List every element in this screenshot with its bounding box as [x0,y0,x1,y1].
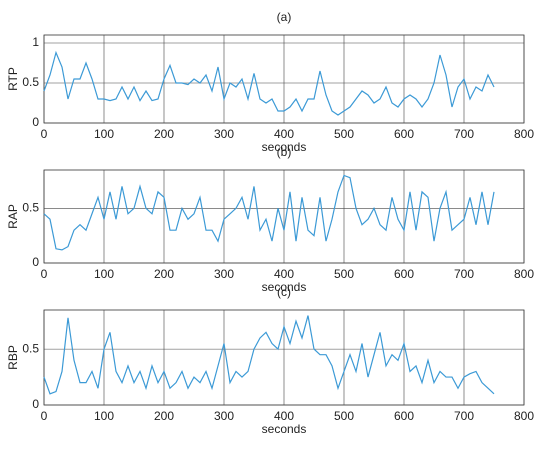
x-tick-label: 100 [94,267,114,281]
x-tick-label: 600 [394,127,414,141]
x-tick-label: 400 [274,267,294,281]
y-tick-label: 0 [32,115,39,129]
x-tick-label: 800 [514,267,534,281]
x-axis-label: seconds [262,140,307,154]
x-tick-label: 800 [514,409,534,423]
y-tick-label: 0 [32,255,39,269]
x-tick-label: 0 [41,127,48,141]
y-axis-label: RBP [6,345,20,370]
x-tick-label: 100 [94,409,114,423]
x-tick-label: 300 [214,127,234,141]
x-tick-label: 400 [274,409,294,423]
y-axis-label: RAP [6,204,20,229]
x-tick-label: 500 [334,409,354,423]
y-tick-label: 0 [32,397,39,411]
x-axis-label: seconds [262,422,307,436]
chart-title: (c) [277,285,291,299]
x-tick-label: 700 [454,409,474,423]
y-axis-label: RTP [6,67,20,91]
x-tick-label: 100 [94,127,114,141]
x-axis-label: seconds [262,280,307,294]
x-tick-label: 700 [454,127,474,141]
x-tick-label: 800 [514,127,534,141]
y-tick-label: 1 [32,35,39,49]
data-line [43,50,495,116]
x-tick-label: 200 [154,409,174,423]
x-tick-label: 700 [454,267,474,281]
x-tick-label: 0 [41,267,48,281]
x-tick-label: 300 [214,267,234,281]
y-tick-label: 0.5 [22,341,39,355]
data-line [43,174,495,251]
x-tick-label: 200 [154,127,174,141]
x-tick-label: 500 [334,267,354,281]
chart-title: (b) [277,145,292,159]
x-tick-label: 600 [394,267,414,281]
x-tick-label: 200 [154,267,174,281]
data-line [43,315,495,395]
x-tick-label: 600 [394,409,414,423]
x-tick-label: 400 [274,127,294,141]
x-tick-label: 300 [214,409,234,423]
y-tick-label: 0.5 [22,200,39,214]
chart-title: (a) [277,10,292,24]
x-tick-label: 500 [334,127,354,141]
x-tick-label: 0 [41,409,48,423]
y-tick-label: 0.5 [22,75,39,89]
